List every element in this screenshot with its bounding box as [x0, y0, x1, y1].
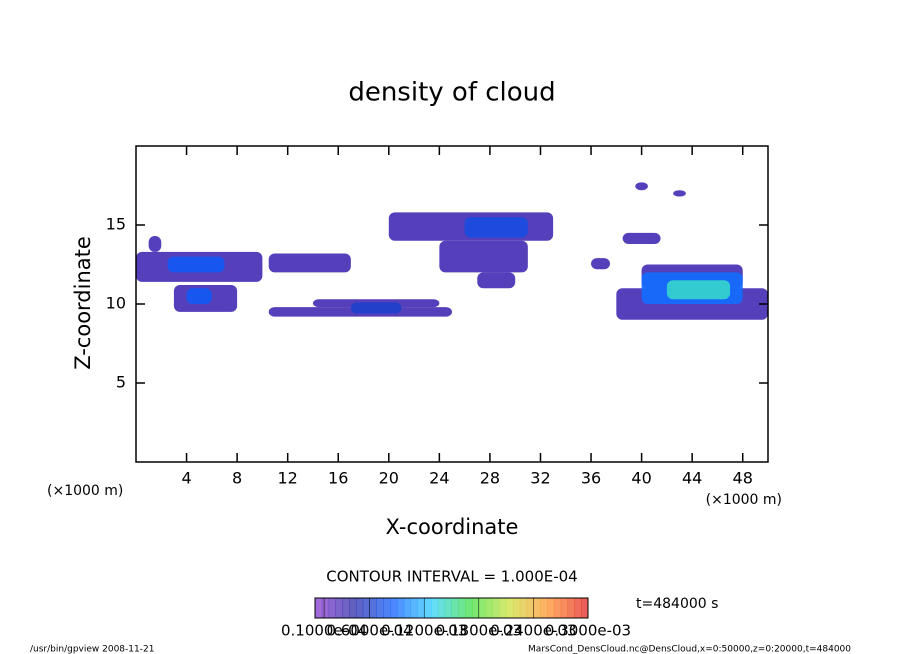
- x-tick-label: 36: [581, 469, 601, 488]
- colorbar-segment: [328, 598, 336, 618]
- x-tick-label: 20: [379, 469, 399, 488]
- colorbar-segment: [355, 598, 364, 618]
- colorbar-segment: [396, 598, 405, 618]
- colorbar-segment: [315, 598, 323, 618]
- colorbar-segment: [540, 598, 548, 618]
- colorbar-segment: [444, 598, 452, 618]
- colorbar-segment: [383, 598, 391, 618]
- colorbar-segment: [437, 598, 446, 618]
- x-tick-label: 16: [328, 469, 348, 488]
- x-tick-label: 8: [232, 469, 242, 488]
- colorbar-segment: [526, 598, 534, 618]
- colorbar-segment: [533, 598, 541, 618]
- y-tick-label: 5: [116, 373, 126, 392]
- colorbar-segment: [567, 598, 575, 618]
- density-cell: [148, 236, 162, 252]
- colorbar-segment: [349, 598, 357, 618]
- density-cell: [591, 258, 610, 270]
- x-tick-label: 24: [429, 469, 449, 488]
- density-cell: [186, 288, 212, 304]
- footer-left: /usr/bin/gpview 2008-11-21: [30, 645, 154, 654]
- colorbar-label: 0.1000e-04: [281, 622, 367, 640]
- colorbar-segment: [560, 598, 569, 618]
- y-axis-label: Z-coordinate: [71, 236, 95, 370]
- x-tick-label: 40: [631, 469, 651, 488]
- colorbar-segment: [581, 598, 589, 618]
- colorbar-segment: [465, 598, 473, 618]
- x-unit: (×1000 m): [706, 492, 782, 508]
- colorbar-segment: [410, 598, 418, 618]
- colorbar-segment: [403, 598, 412, 618]
- chart-title: density of cloud: [348, 78, 555, 108]
- x-tick-label: 28: [480, 469, 500, 488]
- x-axis-label: X-coordinate: [386, 515, 519, 539]
- colorbar-label: 0.1800e-03: [436, 622, 522, 640]
- contour-interval: CONTOUR INTERVAL = 1.000E-04: [326, 568, 577, 586]
- density-cell: [673, 190, 686, 197]
- density-cell: [464, 217, 528, 238]
- colorbar-segment: [431, 598, 439, 618]
- x-tick-label: 4: [181, 469, 191, 488]
- colorbar-segment: [321, 598, 330, 618]
- y-tick-label: 10: [106, 294, 126, 313]
- y-unit: (×1000 m): [47, 483, 123, 499]
- colorbar-segment: [485, 598, 493, 618]
- density-cell: [635, 182, 648, 191]
- colorbar-segment: [376, 598, 384, 618]
- density-cell: [622, 232, 661, 244]
- colorbar-segment: [369, 598, 377, 618]
- density-cell: [268, 253, 351, 273]
- density-cell: [666, 280, 731, 300]
- x-tick-label: 12: [278, 469, 298, 488]
- colorbar-segment: [424, 598, 432, 618]
- colorbar-segment: [471, 598, 480, 618]
- colorbar-segment: [519, 598, 528, 618]
- colorbar-segment: [499, 598, 507, 618]
- colorbar-segment: [512, 598, 521, 618]
- colorbar-segment: [451, 598, 459, 618]
- x-tick-label: 48: [733, 469, 753, 488]
- colorbar-segment: [478, 598, 487, 618]
- footer-right: MarsCond_DensCloud.nc@DensCloud,x=0:5000…: [528, 645, 851, 654]
- density-cell: [167, 256, 225, 273]
- colorbar-label: 0.6000e-04: [326, 622, 412, 640]
- density-cell: [477, 272, 516, 289]
- colorbar-label: 0.1200e-03: [381, 622, 467, 640]
- colorbar-segment: [417, 598, 425, 618]
- colorbar-segment: [547, 598, 555, 618]
- density-cell: [439, 240, 528, 273]
- colorbar-segment: [362, 598, 371, 618]
- colorbar-segment: [574, 598, 582, 618]
- x-tick-label: 44: [682, 469, 702, 488]
- x-tick-label: 32: [530, 469, 550, 488]
- colorbar-segment: [390, 598, 398, 618]
- colorbar-segment: [342, 598, 350, 618]
- colorbar-segment: [506, 598, 514, 618]
- time-label: t=484000 s: [636, 596, 718, 612]
- colorbar-segment: [458, 598, 466, 618]
- colorbar-segment: [553, 598, 562, 618]
- colorbar-segment: [335, 598, 343, 618]
- colorbar-segment: [492, 598, 500, 618]
- colorbar-label: 0.2400e-03: [490, 622, 576, 640]
- density-cell: [350, 302, 402, 314]
- y-tick-label: 15: [106, 215, 126, 234]
- colorbar-label: 0.3000e-03: [545, 622, 631, 640]
